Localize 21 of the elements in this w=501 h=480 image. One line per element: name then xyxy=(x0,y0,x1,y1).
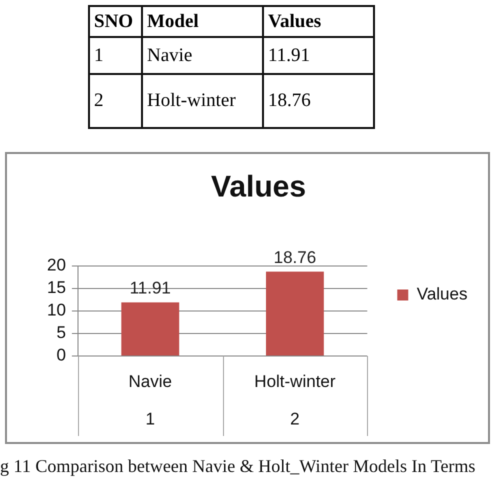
text: Holt-winter xyxy=(142,74,263,128)
y-tick-label: 5 xyxy=(56,323,66,342)
y-tick-label: 0 xyxy=(56,346,66,365)
text: SNO xyxy=(89,6,142,37)
text: g 11 Comparison between Navie & Holt_Winter Models In Terms xyxy=(0,456,476,477)
text: Values xyxy=(263,6,374,37)
data-label: 18.76 xyxy=(274,248,316,267)
text: 1 xyxy=(146,410,155,429)
legend-label: Values xyxy=(416,284,468,304)
text: 2 xyxy=(89,74,142,128)
y-tick-label: 10 xyxy=(46,300,66,320)
text: Model xyxy=(142,6,263,37)
text: Navie xyxy=(142,37,263,74)
text: 1 xyxy=(89,37,142,74)
text: 11.91 xyxy=(263,37,374,74)
text: 2 xyxy=(290,410,300,429)
chart-title: Values xyxy=(210,170,306,204)
text: 18.76 xyxy=(263,74,374,128)
data-label: 11.91 xyxy=(130,278,171,298)
y-tick-label: 15 xyxy=(46,278,66,298)
y-tick-label: 20 xyxy=(46,256,66,275)
